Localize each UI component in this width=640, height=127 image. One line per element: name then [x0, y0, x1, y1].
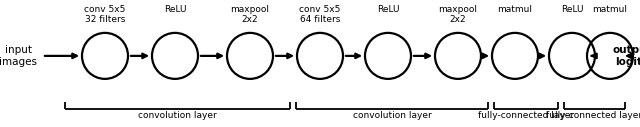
- Text: ReLU: ReLU: [164, 5, 186, 14]
- Text: input
images: input images: [0, 45, 37, 67]
- Text: output
logits: output logits: [612, 45, 640, 67]
- Text: convolution layer: convolution layer: [353, 111, 431, 120]
- Text: maxpool
2x2: maxpool 2x2: [230, 5, 269, 25]
- Text: convolution layer: convolution layer: [138, 111, 217, 120]
- Text: matmul: matmul: [593, 5, 627, 14]
- Text: fully-connected layer: fully-connected layer: [547, 111, 640, 120]
- Text: ReLU: ReLU: [377, 5, 399, 14]
- Text: fully-connected layer: fully-connected layer: [478, 111, 574, 120]
- Text: maxpool
2x2: maxpool 2x2: [438, 5, 477, 25]
- Text: conv 5x5
64 filters: conv 5x5 64 filters: [300, 5, 340, 25]
- Text: ReLU: ReLU: [561, 5, 583, 14]
- Text: matmul: matmul: [497, 5, 532, 14]
- Text: conv 5x5
32 filters: conv 5x5 32 filters: [84, 5, 125, 25]
